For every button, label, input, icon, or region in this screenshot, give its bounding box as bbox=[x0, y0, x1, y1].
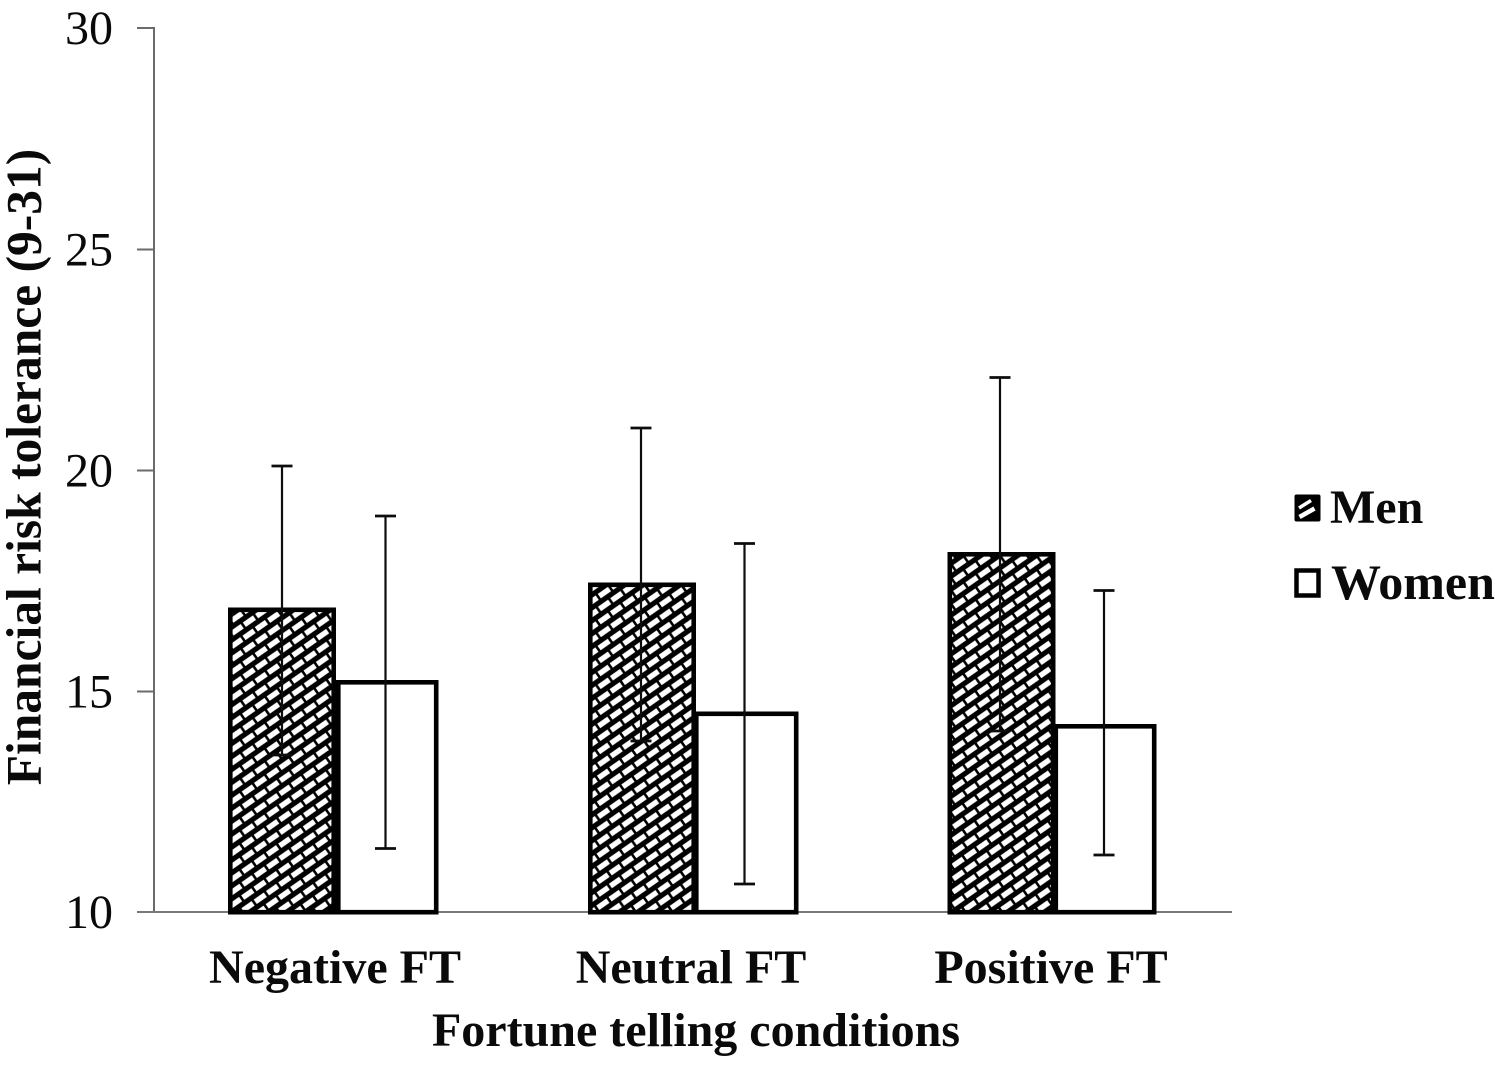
svg-text:Neutral FT: Neutral FT bbox=[576, 941, 807, 994]
svg-text:20: 20 bbox=[65, 445, 113, 498]
svg-text:Women: Women bbox=[1331, 554, 1495, 610]
svg-text:Fortune telling conditions: Fortune telling conditions bbox=[432, 1004, 960, 1057]
svg-text:15: 15 bbox=[65, 666, 113, 719]
svg-text:30: 30 bbox=[65, 2, 113, 55]
svg-text:Negative FT: Negative FT bbox=[209, 941, 461, 994]
svg-text:10: 10 bbox=[65, 886, 113, 939]
svg-text:Positive FT: Positive FT bbox=[934, 941, 1167, 994]
svg-text:Men: Men bbox=[1330, 481, 1423, 534]
svg-text:Financial risk tolerance (9-31: Financial risk tolerance (9-31) bbox=[0, 149, 52, 786]
svg-text:25: 25 bbox=[65, 224, 113, 277]
